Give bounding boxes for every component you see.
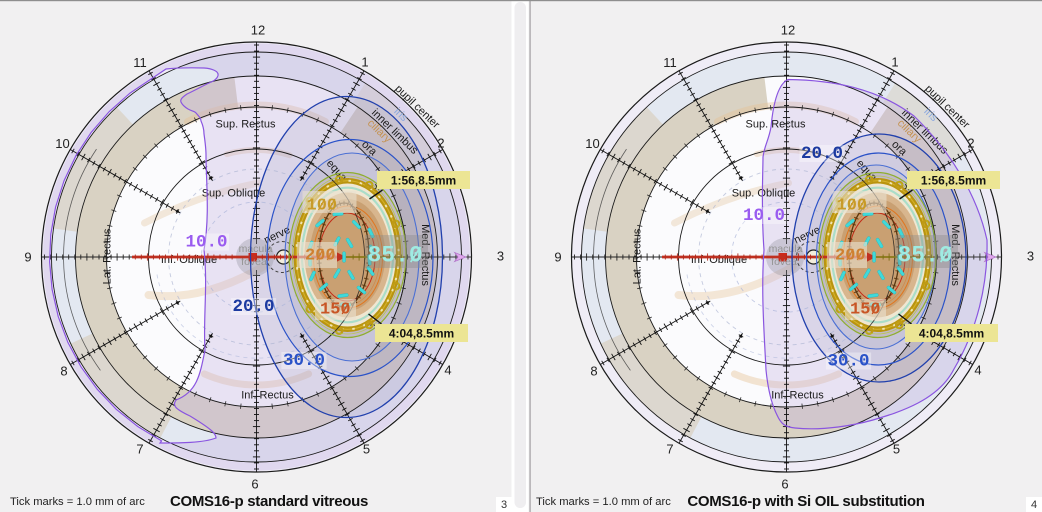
svg-text:20.0: 20.0 — [801, 144, 843, 164]
svg-text:Tick marks = 1.0 mm of arc: Tick marks = 1.0 mm of arc — [10, 496, 145, 508]
svg-text:10.0: 10.0 — [743, 206, 785, 226]
svg-text:Tick marks = 1.0 mm of arc: Tick marks = 1.0 mm of arc — [536, 496, 671, 508]
svg-text:30.0: 30.0 — [827, 352, 869, 372]
svg-text:20.0: 20.0 — [232, 297, 274, 317]
svg-text:COMS16-p standard vitreous: COMS16-p standard vitreous — [170, 493, 368, 510]
svg-text:COMS16-p with Si OIL substitut: COMS16-p with Si OIL substitution — [687, 493, 924, 510]
svg-text:4: 4 — [1031, 499, 1037, 511]
svg-text:10.0: 10.0 — [185, 233, 227, 253]
svg-text:3: 3 — [501, 499, 507, 511]
svg-text:30.0: 30.0 — [283, 351, 325, 371]
